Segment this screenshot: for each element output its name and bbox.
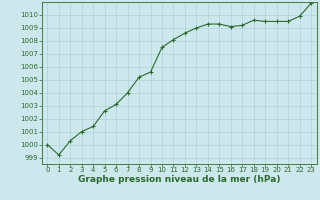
X-axis label: Graphe pression niveau de la mer (hPa): Graphe pression niveau de la mer (hPa) xyxy=(78,175,280,184)
